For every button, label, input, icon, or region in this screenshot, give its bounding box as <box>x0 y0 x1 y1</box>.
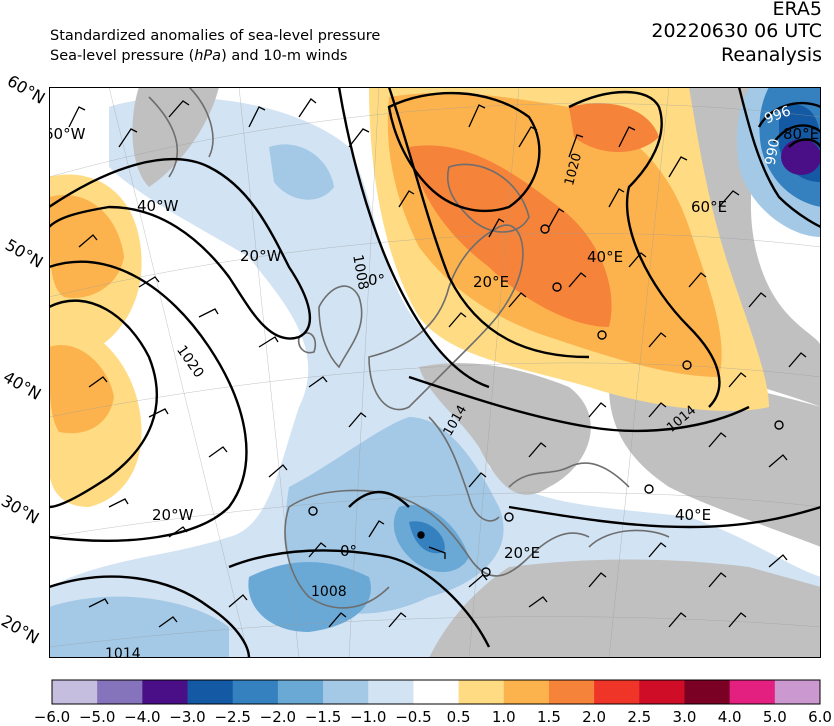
colorbar-swatch <box>503 680 550 704</box>
anomaly-blue-iceland <box>269 144 334 200</box>
colorbar-swatch <box>323 680 369 704</box>
lat-label-50n: 50°N <box>1 235 47 272</box>
anomaly-lightblue-southwest <box>49 596 229 658</box>
lon-label-20e-south: 20°E <box>504 544 540 562</box>
colorbar-swatch <box>413 680 460 704</box>
colorbar-tick-label: −0.5 <box>395 708 432 726</box>
colorbar-swatch <box>187 680 234 704</box>
title-line-2: Sea-level pressure (hPa) and 10-m winds <box>50 48 347 64</box>
colorbar-tick-label: −1.0 <box>350 708 387 726</box>
title-line-1: Standardized anomalies of sea-level pres… <box>50 28 381 44</box>
isobars <box>49 87 821 658</box>
colorbar-swatch <box>52 680 98 704</box>
colorbar-tick-label: −5.0 <box>78 708 116 726</box>
lat-label-20n: 20°N <box>0 611 43 648</box>
datetime-label: 20220630 06 UTC <box>651 20 822 42</box>
map-border <box>49 87 821 658</box>
colorbar-swatch <box>729 680 776 704</box>
colorbar-border <box>51 679 821 705</box>
station-markers <box>308 224 784 577</box>
lon-label-40e-north: 40°E <box>587 248 623 266</box>
anomaly-darkorange-baltic <box>409 145 612 327</box>
masked-land-africa <box>429 559 821 658</box>
lon-label-20w-south: 20°W <box>152 506 194 524</box>
title-line-2-suffix: ) and 10-m winds <box>221 48 348 64</box>
lon-label-80e: 80°E <box>783 125 819 143</box>
colorbar-tick-label: −4.0 <box>124 708 161 726</box>
colorbar-tick-label: −2.5 <box>214 708 251 726</box>
anomaly-orange-southwest <box>49 345 114 434</box>
colorbar-tick-label: −3.0 <box>169 708 206 726</box>
product-label: Reanalysis <box>721 44 822 66</box>
lat-label-30n: 30°N <box>0 491 43 528</box>
anomaly-purple-low-center <box>781 139 821 175</box>
title-line-2-unit: hPa <box>194 48 222 64</box>
colorbar-swatch <box>684 680 731 704</box>
lon-label-0-south: 0° <box>340 542 357 560</box>
colorbar-tick-label: 3.0 <box>672 708 697 726</box>
colorbar-svg <box>51 679 821 705</box>
colorbar-swatch <box>142 680 189 704</box>
colorbar-swatch <box>594 680 640 704</box>
isobar-label-1008-north: 1008 <box>349 253 371 291</box>
lat-label-60n: 60°N <box>3 71 49 108</box>
anomaly-dark-blue-tyrrhenian <box>409 521 445 554</box>
isobar-label-1008-south: 1008 <box>311 584 347 600</box>
masked-land-balkans <box>419 363 591 495</box>
dataset-label: ERA5 <box>772 0 822 20</box>
colorbar-tick-label: 1.0 <box>491 708 516 726</box>
colorbar-tick-label: −1.5 <box>304 708 342 726</box>
colorbar-swatch <box>774 680 821 704</box>
colorbar-tick-label: 6.0 <box>808 708 832 726</box>
lon-label-40e-south: 40°E <box>675 506 711 524</box>
isobar-label-1014-southwest: 1014 <box>105 646 141 658</box>
title-line-2-prefix: Sea-level pressure ( <box>50 48 195 64</box>
colorbar-swatch <box>97 680 143 704</box>
colorbar-tick-label: 2.0 <box>582 708 607 726</box>
colorbar-tick-label: 0.5 <box>446 708 471 726</box>
colorbar-swatch <box>368 680 414 704</box>
colorbar-swatch <box>458 680 505 704</box>
colorbar-swatch <box>277 680 324 704</box>
masked-land-east <box>609 378 821 547</box>
lon-label-40w: 40°W <box>137 197 179 215</box>
colorbar <box>51 679 821 709</box>
colorbar-tick-label: 2.5 <box>627 708 652 726</box>
lon-label-20w-north: 20°W <box>240 247 282 265</box>
colorbar-tick-label: 1.5 <box>537 708 561 726</box>
colorbar-swatch <box>548 680 595 704</box>
colorbar-tick-label: −6.0 <box>33 708 71 726</box>
anomaly-orange-west <box>49 195 124 298</box>
lon-label-0-north: 0° <box>368 271 385 289</box>
wind-barbs <box>68 98 807 628</box>
colorbar-tick-label: 5.0 <box>762 708 787 726</box>
coastlines <box>148 87 670 609</box>
isobar-label-990: 990 <box>763 137 783 166</box>
colorbar-tick-label: −2.0 <box>259 708 297 726</box>
lon-label-20e-north: 20°E <box>473 273 509 291</box>
map-panel: 60°W 40°W 20°W 0° 20°E 40°E 60°E 80°E 20… <box>49 87 821 658</box>
lat-label-40n: 40°N <box>0 367 45 404</box>
lon-label-60e: 60°E <box>691 198 727 216</box>
anomaly-darkorange-north <box>569 103 659 152</box>
colorbar-swatch <box>232 680 279 704</box>
colorbar-swatch <box>639 680 685 704</box>
map-svg: 60°W 40°W 20°W 0° 20°E 40°E 60°E 80°E 20… <box>49 87 821 658</box>
lon-label-60w: 60°W <box>49 125 86 143</box>
colorbar-tick-label: 4.0 <box>717 708 742 726</box>
